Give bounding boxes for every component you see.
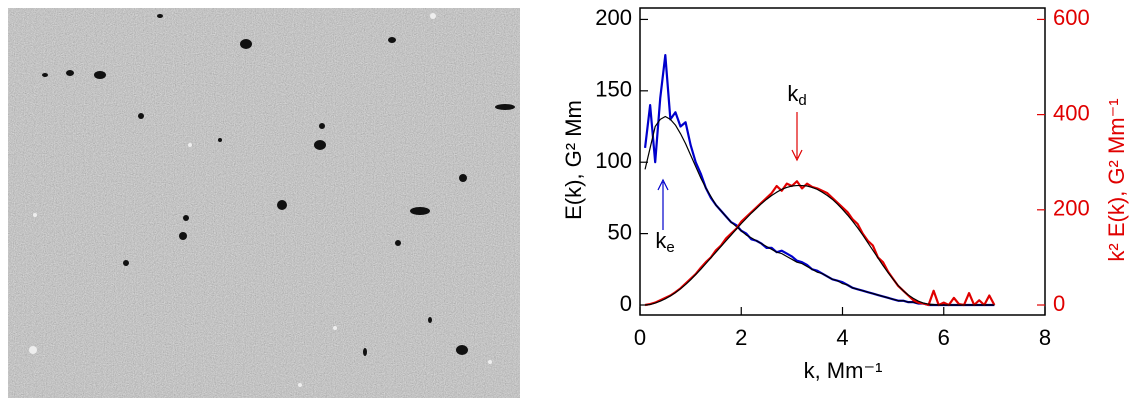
ke-arrow-head: [657, 178, 669, 191]
y-tick-label: 100: [595, 148, 632, 173]
spectrum-chart: k, Mm⁻¹ E(k), G² Mm k² E(k), G² Mm⁻¹ 0 2 4…: [561, 5, 1129, 383]
series-line: [644, 180, 996, 307]
series-line: [645, 184, 995, 306]
y-axis-label: E(k), G² Mm: [561, 100, 586, 220]
x-axis-label: k, Mm⁻¹: [804, 358, 883, 383]
x-tick-label: 8: [1039, 325, 1051, 350]
x-tick-label: 6: [938, 325, 950, 350]
y2-tick-label: 400: [1053, 100, 1090, 125]
series-line: [643, 54, 995, 307]
series-line: [644, 115, 995, 306]
bright-features: [29, 13, 492, 387]
annotation-main: k: [787, 81, 799, 106]
magnetogram: [8, 8, 520, 398]
y-tick-label: 150: [595, 77, 632, 102]
y2-axis-label: k² E(k), G² Mm⁻¹: [1104, 98, 1129, 261]
annotation-main: k: [655, 228, 667, 253]
y-tick-label: 50: [608, 219, 632, 244]
annotation-sub: d: [798, 92, 806, 109]
y-tick-label: 0: [620, 291, 632, 316]
x-tick-label: 4: [836, 325, 848, 350]
y-tick-label: 200: [595, 5, 632, 30]
annotation: ke: [655, 228, 674, 256]
y2-tick-label: 600: [1053, 5, 1090, 30]
y2-tick-label: 200: [1053, 196, 1090, 221]
y2-tick-label: 0: [1053, 291, 1065, 316]
kd-arrow-head: [791, 149, 803, 162]
annotation: kd: [787, 81, 806, 109]
annotation-sub: e: [666, 239, 674, 256]
x-tick-label: 0: [634, 325, 646, 350]
magnetogram-noise: [8, 8, 520, 398]
dark-features: [42, 14, 515, 356]
x-tick-label: 2: [735, 325, 747, 350]
